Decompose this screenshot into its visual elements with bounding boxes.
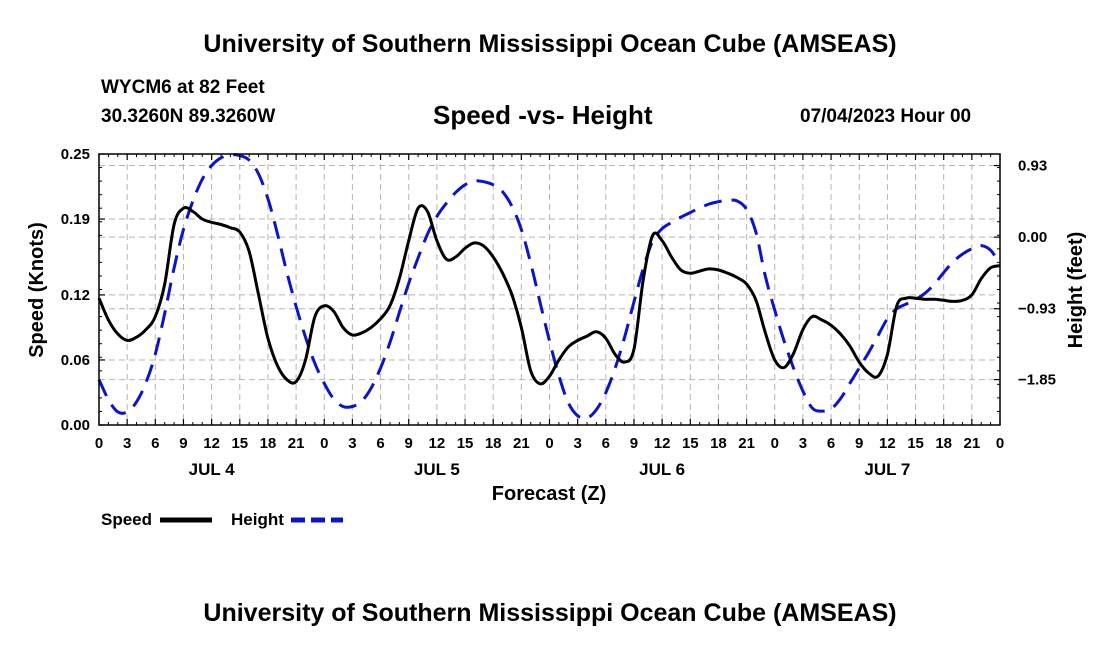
- x-tick-label: 15: [457, 435, 474, 452]
- y-axis-right: 0.93 0.00 −0.93 −1.85: [994, 158, 1056, 389]
- x-tick-label: 9: [630, 435, 638, 452]
- x-tick-label: 18: [260, 435, 277, 452]
- y2-tick-label: 0.00: [1018, 229, 1047, 246]
- x-tick-label: 12: [429, 435, 446, 452]
- y2-tick-label: −1.85: [1018, 372, 1056, 389]
- y-tick-label: 0.25: [61, 146, 90, 163]
- x-tick-label: 0: [996, 435, 1004, 452]
- day-label: JUL 5: [414, 460, 460, 479]
- x-tick-label: 0: [545, 435, 553, 452]
- legend: Speed Height: [101, 510, 343, 529]
- x-tick-label: 21: [964, 435, 981, 452]
- x-tick-label: 15: [682, 435, 699, 452]
- x-tick-label: 21: [738, 435, 755, 452]
- x-tick-label: 15: [231, 435, 248, 452]
- x-tick-label: 0: [771, 435, 779, 452]
- x-tick-label: 6: [376, 435, 384, 452]
- y-tick-label: 0.12: [61, 287, 90, 304]
- x-tick-label: 9: [855, 435, 863, 452]
- y2-axis-title: Height (feet): [1065, 232, 1087, 349]
- chart-subtitle: Speed -vs- Height: [433, 100, 653, 130]
- forecast-datetime: 07/04/2023 Hour 00: [800, 106, 972, 127]
- x-tick-label: 18: [710, 435, 727, 452]
- x-tick-label: 18: [935, 435, 952, 452]
- series-line-speed: [97, 204, 1001, 386]
- y-axis-title: Speed (Knots): [26, 222, 48, 358]
- footer-title: University of Southern Mississippi Ocean…: [203, 599, 897, 627]
- x-tick-label: 3: [799, 435, 807, 452]
- x-tick-label: 9: [179, 435, 187, 452]
- legend-label-speed: Speed: [101, 510, 152, 529]
- x-tick-label: 6: [151, 435, 159, 452]
- day-label: JUL 6: [639, 460, 685, 479]
- x-tick-label: 0: [320, 435, 328, 452]
- x-tick-label: 12: [879, 435, 896, 452]
- y2-tick-label: −0.93: [1018, 301, 1056, 318]
- x-tick-label: 6: [827, 435, 835, 452]
- x-axis-title: Forecast (Z): [492, 483, 606, 505]
- x-tick-label: 15: [907, 435, 924, 452]
- station-coordinates: 30.3260N 89.3260W: [101, 106, 276, 127]
- x-tick-label: 9: [405, 435, 413, 452]
- x-tick-label: 12: [203, 435, 220, 452]
- x-axis: 0 3 6 9 12 15 18 21 0 3 6 9 12 15 18 21 0 3 6 9 12 15 18 21 0 3 6 9…: [95, 154, 1004, 452]
- x-tick-label: 12: [654, 435, 671, 452]
- grid: [99, 154, 1000, 425]
- day-label: JUL 4: [189, 460, 236, 479]
- y2-tick-label: 0.93: [1018, 158, 1047, 175]
- x-tick-label: 6: [602, 435, 610, 452]
- x-tick-label: 18: [485, 435, 502, 452]
- legend-label-height: Height: [231, 510, 284, 529]
- chart-title: University of Southern Mississippi Ocean…: [203, 30, 897, 58]
- x-tick-label: 3: [123, 435, 131, 452]
- x-tick-label: 3: [348, 435, 356, 452]
- day-labels: JUL 4 JUL 5 JUL 6 JUL 7: [189, 460, 911, 479]
- x-tick-label: 0: [95, 435, 103, 452]
- series-line-height: [97, 153, 1002, 421]
- y-tick-label: 0.00: [61, 417, 90, 434]
- x-tick-label: 3: [573, 435, 581, 452]
- station-label: WYCM6 at 82 Feet: [101, 77, 265, 98]
- y-tick-label: 0.19: [61, 211, 90, 228]
- day-label: JUL 7: [864, 460, 910, 479]
- x-tick-label: 21: [288, 435, 305, 452]
- y-tick-label: 0.06: [61, 352, 90, 369]
- series-layer: [97, 153, 1002, 421]
- y-axis-left: 0.00 0.06 0.12 0.19 0.25: [61, 146, 105, 434]
- x-tick-label: 21: [513, 435, 530, 452]
